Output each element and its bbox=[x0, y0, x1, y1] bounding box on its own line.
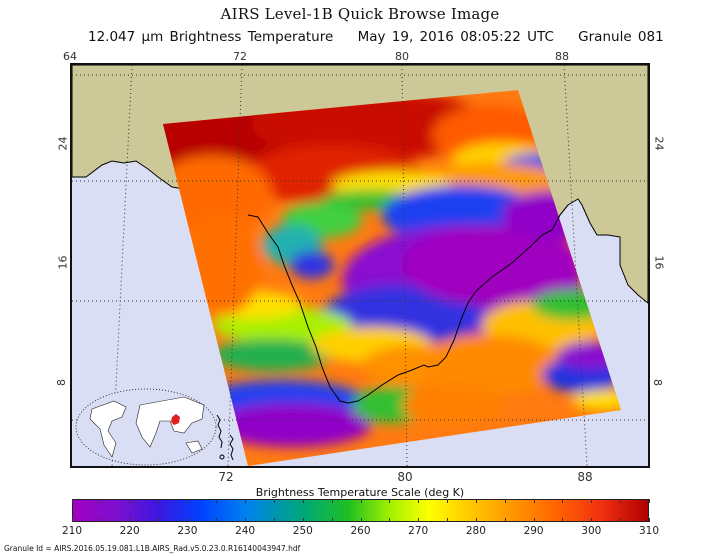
colorbar-tick-mark bbox=[389, 499, 391, 503]
colorbar-tick-mark bbox=[100, 499, 102, 503]
colorbar-tick-mark bbox=[72, 499, 73, 503]
colorbar-tick-mark bbox=[562, 518, 564, 522]
colorbar-tick-mark bbox=[302, 499, 304, 503]
colorbar-tick-mark bbox=[360, 518, 362, 522]
chart-title: AIRS Level-1B Quick Browse Image bbox=[220, 5, 500, 23]
colorbar-tick-mark bbox=[649, 499, 650, 503]
colorbar-tick-mark bbox=[100, 518, 102, 522]
colorbar-tick-mark bbox=[475, 499, 477, 503]
granule-id: Granule Id = AIRS.2016.05.19.081.L1B.AIR… bbox=[4, 544, 301, 553]
colorbar-tick-mark bbox=[389, 518, 391, 522]
lon-label-top-88: 88 bbox=[555, 50, 569, 63]
colorbar-tick-mark bbox=[562, 499, 564, 503]
world-locator-inset bbox=[75, 388, 217, 466]
colorbar-tick-label: 220 bbox=[119, 525, 140, 537]
lat-label-right-16: 16 bbox=[652, 255, 666, 270]
colorbar-tick-mark bbox=[447, 499, 449, 503]
map-panel[interactable] bbox=[70, 63, 650, 468]
colorbar-tick-mark bbox=[129, 499, 131, 503]
lon-label-top-72: 72 bbox=[233, 50, 247, 63]
lat-label-left-24: 24 bbox=[56, 136, 70, 151]
colorbar-tick-label: 310 bbox=[638, 525, 660, 537]
colorbar-tick-mark bbox=[158, 518, 160, 522]
colorbar-tick-mark bbox=[504, 499, 506, 503]
granule-label: Granule 081 bbox=[578, 29, 664, 45]
location-highlight bbox=[171, 414, 180, 425]
colorbar-tick-mark bbox=[475, 518, 477, 522]
map-canvas bbox=[72, 65, 648, 466]
chart-subtitle: 12.047 µm Brightness Temperature May 19,… bbox=[88, 29, 682, 45]
lon-label-top-64: 64 bbox=[63, 50, 77, 63]
coastline bbox=[247, 204, 569, 404]
colorbar-tick-mark bbox=[245, 499, 247, 503]
lon-label-bottom-72: 72 bbox=[218, 470, 234, 484]
colorbar-tick-mark bbox=[216, 499, 218, 503]
lon-label-top-80: 80 bbox=[395, 50, 409, 63]
colorbar-tick-mark bbox=[158, 499, 160, 503]
colorbar-tick-mark bbox=[418, 518, 420, 522]
datetime-label: May 19, 2016 08:05:22 UTC bbox=[357, 29, 554, 45]
colorbar-tick-mark bbox=[620, 499, 622, 503]
colorbar-tick-mark bbox=[533, 499, 535, 503]
colorbar-tick-mark bbox=[187, 518, 189, 522]
colorbar-tick-label: 210 bbox=[61, 525, 83, 537]
colorbar-tick-mark bbox=[331, 518, 333, 522]
lat-label-right-8: 8 bbox=[651, 379, 664, 386]
colorbar-tick-mark bbox=[360, 499, 362, 503]
colorbar-tick-mark bbox=[418, 499, 420, 503]
colorbar-tick-label: 270 bbox=[408, 525, 429, 537]
colorbar-tick-mark bbox=[187, 499, 189, 503]
colorbar-tick-label: 230 bbox=[177, 525, 198, 537]
colorbar-tick-mark bbox=[216, 518, 218, 522]
colorbar-tick-mark bbox=[447, 518, 449, 522]
lon-label-bottom-88: 88 bbox=[577, 470, 593, 484]
colorbar-tick-mark bbox=[331, 499, 333, 503]
colorbar-tick-label: 260 bbox=[350, 525, 371, 537]
colorbar-tick-mark bbox=[129, 518, 131, 522]
colorbar-tick-mark bbox=[273, 518, 275, 522]
colorbar-tick-mark bbox=[533, 518, 535, 522]
lat-label-right-24: 24 bbox=[652, 136, 666, 151]
colorbar-tick-label: 290 bbox=[523, 525, 544, 537]
colorbar-tick-mark bbox=[72, 518, 73, 522]
lat-label-left-16: 16 bbox=[56, 255, 70, 270]
colorbar-tick-mark bbox=[591, 499, 593, 503]
colorbar-tick-label: 250 bbox=[292, 525, 313, 537]
colorbar-tick-mark bbox=[504, 518, 506, 522]
lat-label-left-8: 8 bbox=[55, 379, 68, 386]
lon-label-bottom-80: 80 bbox=[397, 470, 413, 484]
colorbar-tick-mark bbox=[649, 518, 650, 522]
colorbar-tick-mark bbox=[620, 518, 622, 522]
colorbar-tick-mark bbox=[245, 518, 247, 522]
colorbar-title: Brightness Temperature Scale (deg K) bbox=[255, 486, 465, 499]
wavelength-label: 12.047 µm Brightness Temperature bbox=[88, 29, 334, 45]
colorbar-tick-mark bbox=[302, 518, 304, 522]
colorbar-tick-label: 300 bbox=[581, 525, 602, 537]
colorbar-tick-label: 240 bbox=[235, 525, 256, 537]
colorbar-tick-label: 280 bbox=[465, 525, 486, 537]
colorbar-tick-mark bbox=[273, 499, 275, 503]
colorbar-tick-mark bbox=[591, 518, 593, 522]
